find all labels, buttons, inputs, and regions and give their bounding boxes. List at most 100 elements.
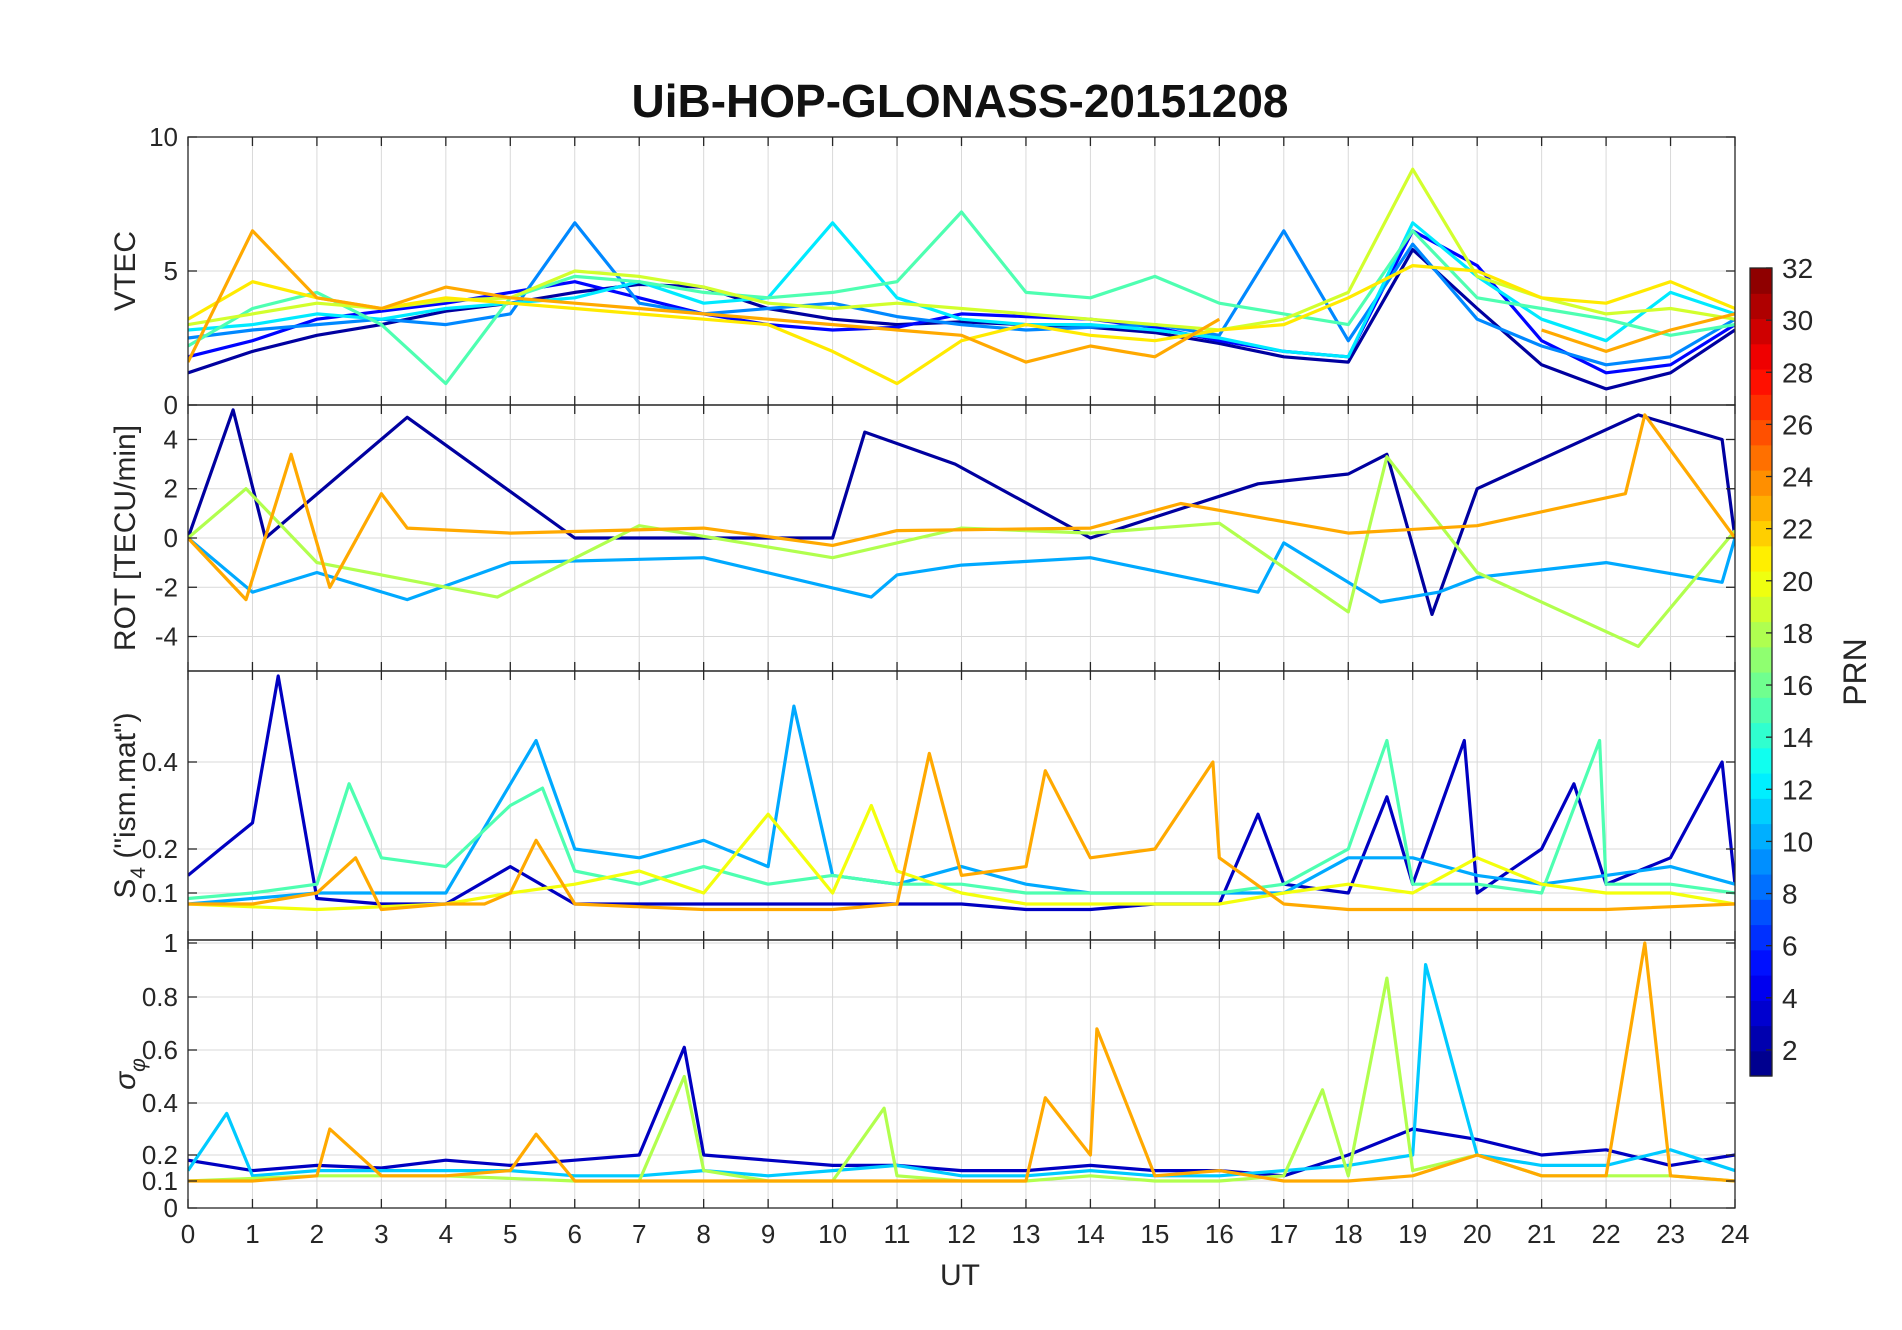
x-tick-label: 6 bbox=[568, 1219, 582, 1249]
series-group bbox=[188, 167, 1735, 391]
x-tick-label: 21 bbox=[1527, 1219, 1556, 1249]
x-tick-label: 17 bbox=[1269, 1219, 1298, 1249]
colorbar-swatch bbox=[1750, 545, 1772, 572]
series-line-prn-3 bbox=[188, 674, 1735, 912]
colorbar-swatch bbox=[1750, 722, 1772, 749]
x-tick-label: 0 bbox=[181, 1219, 195, 1249]
y-tick-label: 4 bbox=[164, 424, 178, 454]
y-tick-label: -2 bbox=[155, 572, 178, 602]
colorbar-tick-label: 24 bbox=[1782, 462, 1813, 493]
colorbar-tick-label: 8 bbox=[1782, 879, 1798, 910]
y-tick-label: 1 bbox=[164, 928, 178, 958]
series-line-prn-5 bbox=[188, 229, 1735, 375]
colorbar-swatch bbox=[1750, 697, 1772, 724]
y-tick-label: 0.6 bbox=[142, 1035, 178, 1065]
y-axis-label: S4 ("ism.mat") bbox=[109, 712, 150, 898]
panel-s4: 0.1 0.2 0.4S4 ("ism.mat") bbox=[109, 670, 1736, 941]
series-line-prn-15 bbox=[188, 738, 1735, 901]
series-group bbox=[188, 941, 1735, 1183]
colorbar-tick-label: 28 bbox=[1782, 357, 1813, 388]
series-line-prn-11 bbox=[188, 963, 1735, 1178]
chart-title: UiB-HOP-GLONASS-20151208 bbox=[632, 75, 1289, 127]
colorbar-swatch bbox=[1750, 1050, 1772, 1077]
y-tick-label: -4 bbox=[155, 622, 178, 652]
series-line-prn-2 bbox=[188, 248, 1735, 391]
x-tick-label: 2 bbox=[310, 1219, 324, 1249]
colorbar-swatch bbox=[1750, 848, 1772, 875]
x-tick-label: 16 bbox=[1205, 1219, 1234, 1249]
x-tick-label: 22 bbox=[1592, 1219, 1621, 1249]
x-tick-label: 7 bbox=[632, 1219, 646, 1249]
colorbar-swatch bbox=[1750, 394, 1772, 421]
colorbar-tick-label: 10 bbox=[1782, 826, 1813, 857]
colorbar-tick-label: 2 bbox=[1782, 1035, 1798, 1066]
y-tick-label: 0.1 bbox=[142, 878, 178, 908]
x-tick-label: 14 bbox=[1076, 1219, 1105, 1249]
y-tick-label: 5 bbox=[164, 256, 178, 286]
x-axis-label: UT bbox=[940, 1259, 980, 1292]
series-line-prn-23 bbox=[188, 413, 1735, 602]
series-line-prn-2 bbox=[188, 408, 1735, 616]
x-tick-label: 4 bbox=[439, 1219, 453, 1249]
x-tick-label: 15 bbox=[1140, 1219, 1169, 1249]
colorbar-swatch bbox=[1750, 343, 1772, 370]
colorbar-swatch bbox=[1750, 369, 1772, 395]
y-tick-label: 10 bbox=[149, 122, 178, 152]
y-tick-label: 0 bbox=[164, 390, 178, 420]
colorbar-swatch bbox=[1750, 773, 1772, 799]
colorbar-tick-label: 30 bbox=[1782, 305, 1813, 336]
y-tick-label: 0.1 bbox=[142, 1166, 178, 1196]
x-tick-label: 18 bbox=[1334, 1219, 1363, 1249]
x-tick-label: 11 bbox=[884, 1219, 911, 1249]
colorbar-swatch bbox=[1750, 444, 1772, 471]
series-line-prn-10 bbox=[188, 536, 1735, 604]
colorbar-swatch bbox=[1750, 495, 1772, 522]
y-tick-label: 0.2 bbox=[142, 1140, 178, 1170]
colorbar-swatch bbox=[1750, 646, 1772, 673]
colorbar-swatch bbox=[1750, 621, 1772, 648]
colorbar-tick-label: 12 bbox=[1782, 774, 1813, 805]
colorbar-swatch bbox=[1750, 975, 1772, 1001]
colorbar-tick-label: 14 bbox=[1782, 722, 1813, 753]
series-line-prn-23 bbox=[188, 751, 1735, 912]
colorbar-swatch bbox=[1750, 293, 1772, 320]
x-tick-label: 8 bbox=[696, 1219, 710, 1249]
series-line-prn-23 bbox=[188, 229, 1735, 364]
y-axis-label: ROT [TECU/min] bbox=[109, 425, 142, 651]
x-tick-label: 19 bbox=[1398, 1219, 1427, 1249]
colorbar-swatch bbox=[1750, 419, 1772, 446]
panel-sigmaphi: 00.10.2 0.4 0.6 0.8 1 σφ bbox=[109, 928, 1736, 1223]
colorbar-tick-label: 16 bbox=[1782, 670, 1813, 701]
panel-rot: -4 -2 0 2 4 ROT [TECU/min] bbox=[109, 404, 1736, 672]
colorbar-frame bbox=[1749, 267, 1773, 1077]
y-tick-label: 0.4 bbox=[142, 1088, 178, 1118]
y-tick-label: 0 bbox=[164, 523, 178, 553]
colorbar-swatch bbox=[1750, 874, 1772, 900]
colorbar-swatch bbox=[1750, 899, 1772, 926]
colorbar-tick-label: 32 bbox=[1782, 253, 1813, 284]
colorbar-tick-label: 18 bbox=[1782, 618, 1813, 649]
x-tick-label: 12 bbox=[947, 1219, 976, 1249]
x-tick-label: 24 bbox=[1721, 1219, 1750, 1249]
x-tick-label: 10 bbox=[818, 1219, 847, 1249]
colorbar-swatch bbox=[1750, 798, 1772, 825]
series-line-prn-23 bbox=[188, 941, 1735, 1183]
colorbar-swatch bbox=[1750, 1000, 1772, 1027]
panel-vtec: 0 5 10 VTEC bbox=[109, 122, 1736, 420]
y-tick-label: 0.2 bbox=[142, 834, 178, 864]
series-line-prn-10 bbox=[188, 704, 1735, 906]
x-tick-label: 13 bbox=[1011, 1219, 1040, 1249]
colorbar-tick-label: 20 bbox=[1782, 566, 1813, 597]
colorbar-tick-label: 6 bbox=[1782, 931, 1798, 962]
colorbar-tick-label: 22 bbox=[1782, 514, 1813, 545]
colorbar-swatch bbox=[1750, 470, 1772, 496]
colorbar-swatch bbox=[1750, 747, 1772, 774]
x-tick-label: 1 bbox=[245, 1219, 259, 1249]
colorbar-swatch bbox=[1750, 268, 1772, 294]
series-group bbox=[188, 408, 1735, 648]
series-line-prn-3 bbox=[188, 1045, 1735, 1178]
y-tick-label: 0 bbox=[164, 1193, 178, 1223]
y-tick-label: 0.8 bbox=[142, 982, 178, 1012]
colorbar-swatch bbox=[1750, 924, 1772, 951]
